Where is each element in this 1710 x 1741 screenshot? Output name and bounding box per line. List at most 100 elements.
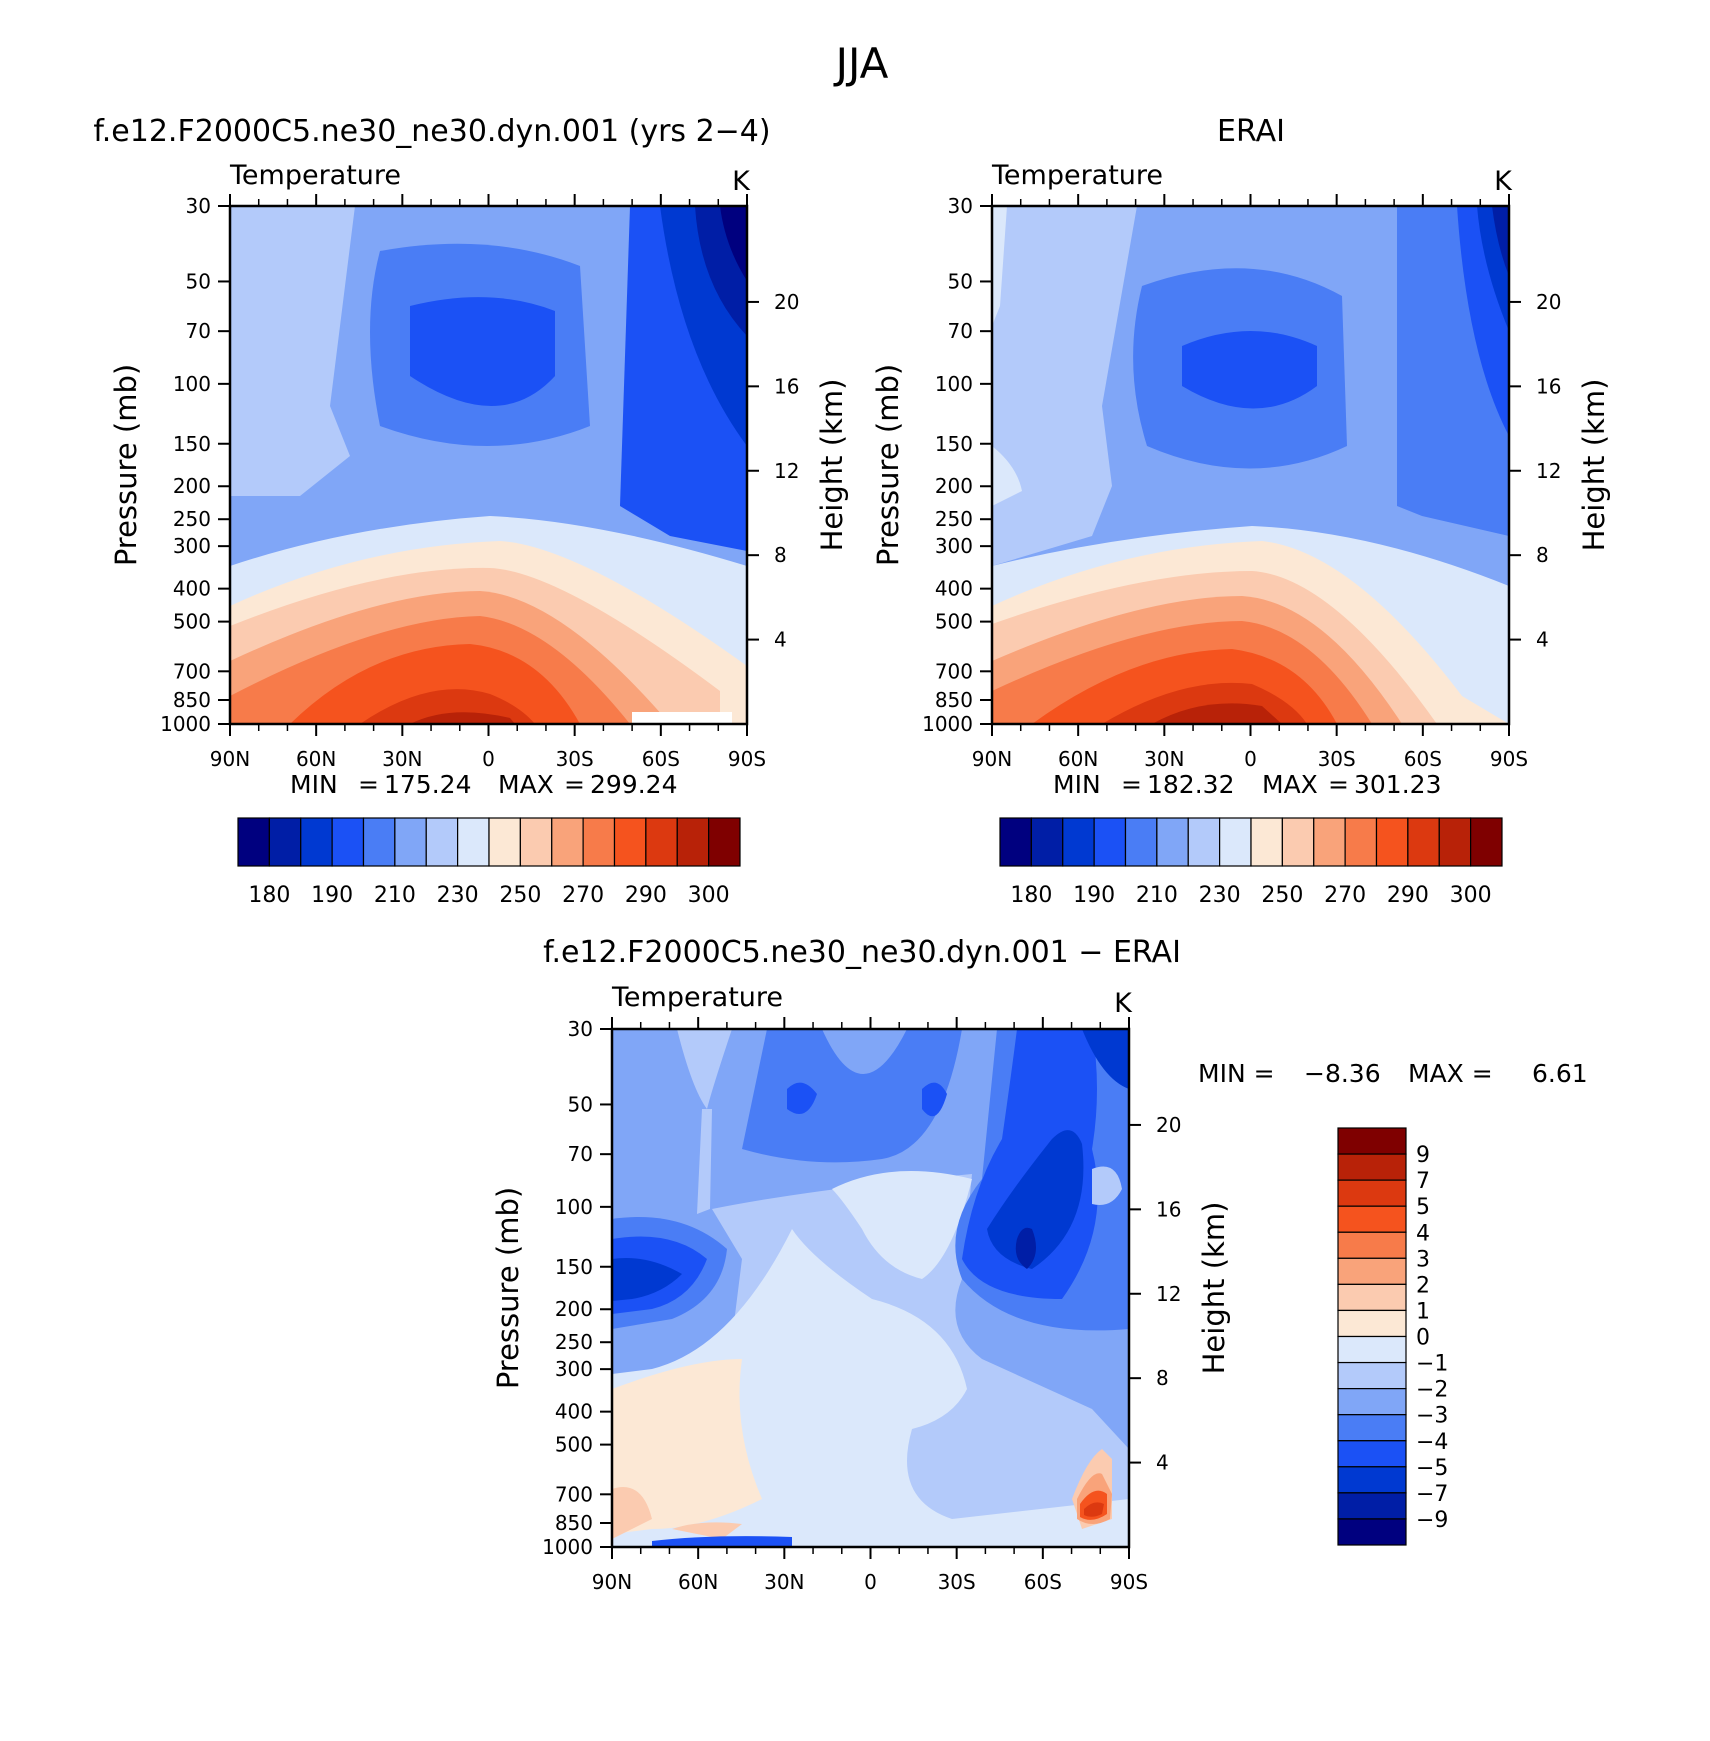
y-tick-label: 1000: [542, 1535, 593, 1559]
x-tick-label: 30N: [764, 1570, 804, 1594]
colorbar-swatch: [1344, 817, 1378, 867]
y-axis-label: Pressure (mb): [491, 1187, 525, 1389]
panel-difference: f.e12.F2000C5.ne30_ne30.dyn.001 − ERAI T…: [491, 935, 1588, 1594]
y-tick-label: 400: [173, 577, 211, 601]
colorbar-swatch: [1030, 817, 1064, 867]
colorbar-swatch: [1337, 1283, 1407, 1312]
height-tick-label: 16: [1156, 1197, 1181, 1221]
contour-cold-inner: [1182, 331, 1317, 409]
colorbar-label: 290: [1387, 883, 1429, 908]
contour-plot: [230, 206, 747, 724]
colorbar-swatch: [1337, 1335, 1407, 1364]
units-label: K: [1494, 166, 1513, 197]
y-tick-label: 100: [555, 1195, 593, 1219]
diff-upper-band: [742, 1029, 962, 1163]
colorbar-swatch: [1337, 1205, 1407, 1233]
right-axis-label: Height (km): [815, 379, 849, 552]
y-tick-label: 500: [173, 610, 211, 634]
colorbar-label: 270: [562, 883, 604, 908]
contour-plot: [992, 206, 1509, 724]
max-label: MAX: [498, 770, 554, 799]
colorbar-swatch: [1337, 1440, 1407, 1468]
x-tick-label: 60S: [1404, 747, 1442, 771]
colorbar-swatch: [708, 817, 741, 867]
y-tick-label: 150: [555, 1255, 593, 1279]
colorbar-swatch: [362, 817, 396, 867]
y-tick-label: 250: [173, 507, 211, 531]
colorbar-swatch: [1187, 817, 1221, 867]
y-tick-label: 500: [935, 610, 973, 634]
min-equals: =: [358, 770, 379, 799]
colorbar-swatch: [1337, 1179, 1407, 1207]
y-tick-label: 1000: [922, 712, 973, 736]
height-tick-label: 20: [1156, 1113, 1181, 1137]
colorbar-swatch: [425, 817, 459, 867]
y-tick-label: 700: [555, 1482, 593, 1506]
colorbar-label: 5: [1416, 1195, 1430, 1220]
colorbar-swatch: [1407, 817, 1440, 867]
y-tick-label: 70: [186, 319, 211, 343]
min-label: MIN: [290, 770, 338, 799]
max-equals: =: [564, 770, 585, 799]
diff-near-zero-upper: [832, 1171, 972, 1279]
colorbar-swatch: [1337, 1492, 1407, 1520]
height-tick-label: 12: [1156, 1282, 1181, 1306]
y-tick-label: 50: [186, 269, 211, 293]
colorbar-swatch: [268, 817, 302, 867]
colorbar-label: −4: [1416, 1430, 1448, 1455]
colorbar: 180 190 210 230 250 270 290 300: [237, 817, 741, 908]
x-tick-label: 90S: [1490, 747, 1528, 771]
x-tick-label: 90N: [592, 1570, 632, 1594]
colorbar-swatch: [1470, 817, 1503, 867]
min-value: −8.36: [1304, 1059, 1381, 1088]
y-tick-label: 70: [568, 1142, 593, 1166]
contour-edge-light: [992, 206, 1022, 506]
colorbar-swatch: [1337, 1361, 1407, 1390]
y-tick-label: 150: [935, 432, 973, 456]
colorbar-label: 230: [437, 883, 479, 908]
y-tick-label: 100: [173, 372, 211, 396]
height-tick-label: 12: [1536, 459, 1561, 483]
colorbar-label: 4: [1416, 1221, 1430, 1246]
y-tick-label: 50: [568, 1092, 593, 1116]
colorbar-swatch: [645, 817, 678, 867]
x-tick-label: 60N: [296, 747, 336, 771]
y-tick-label: 250: [935, 507, 973, 531]
height-tick-label: 16: [1536, 374, 1561, 398]
y-tick-label: 300: [935, 534, 973, 558]
colorbar-swatch: [457, 817, 490, 867]
colorbar-swatch: [1337, 1231, 1407, 1259]
panel-title: f.e12.F2000C5.ne30_ne30.dyn.001 (yrs 2−4…: [93, 114, 770, 149]
x-tick-label: 60S: [1024, 1570, 1062, 1594]
colorbar-swatch: [551, 817, 584, 867]
height-tick-label: 4: [1156, 1451, 1169, 1475]
x-tick-label: 30N: [382, 747, 422, 771]
colorbar-swatch: [1337, 1257, 1407, 1285]
y-tick-label: 1000: [160, 712, 211, 736]
height-tick-label: 20: [1536, 290, 1561, 314]
max-value: 299.24: [590, 770, 677, 799]
colorbar-label: −5: [1416, 1456, 1448, 1481]
panel-subtitle: Temperature: [229, 160, 401, 191]
colorbar-swatch: [300, 817, 333, 867]
colorbar-swatch: [394, 817, 427, 867]
colorbar-swatch: [1337, 1153, 1407, 1181]
colorbar-label: 210: [1136, 883, 1178, 908]
colorbar-label: 210: [374, 883, 416, 908]
colorbar-swatch: [331, 817, 365, 867]
colorbar-label: 180: [1010, 883, 1052, 908]
diff-positive-west-2: [612, 1487, 742, 1539]
y-tick-label: 400: [935, 577, 973, 601]
colorbar-label: −2: [1416, 1378, 1448, 1403]
stats-line: MIN = −8.36 MAX = 6.61: [1198, 1059, 1588, 1088]
colorbar-swatch: [1124, 817, 1158, 867]
right-axis-label: Height (km): [1197, 1202, 1231, 1375]
panel-title: ERAI: [1217, 114, 1285, 149]
contour-warm-8: [410, 712, 515, 724]
colorbar-label: 250: [499, 883, 541, 908]
diff-negative-south-4: [1015, 1227, 1036, 1269]
max-equals: =: [1328, 770, 1349, 799]
colorbar-swatch: [676, 817, 710, 867]
colorbar-label: −9: [1416, 1508, 1448, 1533]
colorbar-label: 190: [1073, 883, 1115, 908]
